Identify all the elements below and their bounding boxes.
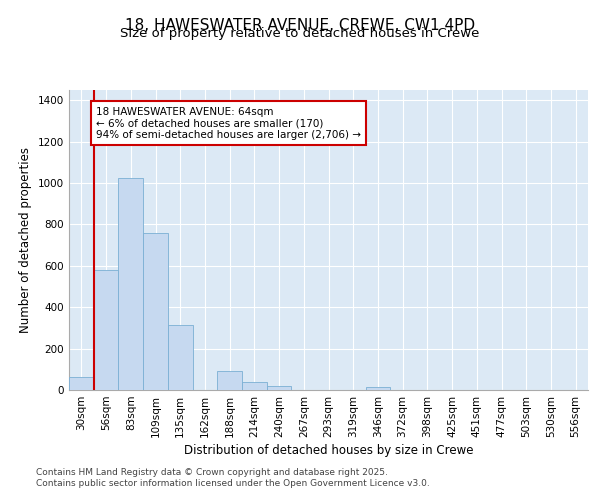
Y-axis label: Number of detached properties: Number of detached properties — [19, 147, 32, 333]
Bar — [365, 387, 390, 390]
Bar — [242, 382, 267, 390]
Text: 18, HAWESWATER AVENUE, CREWE, CW1 4PD: 18, HAWESWATER AVENUE, CREWE, CW1 4PD — [125, 18, 475, 32]
Bar — [267, 386, 292, 390]
Bar — [118, 178, 143, 390]
X-axis label: Distribution of detached houses by size in Crewe: Distribution of detached houses by size … — [184, 444, 473, 457]
Bar — [69, 376, 94, 390]
Text: Contains HM Land Registry data © Crown copyright and database right 2025.
Contai: Contains HM Land Registry data © Crown c… — [36, 468, 430, 487]
Text: Size of property relative to detached houses in Crewe: Size of property relative to detached ho… — [121, 28, 479, 40]
Bar — [217, 372, 242, 390]
Text: 18 HAWESWATER AVENUE: 64sqm
← 6% of detached houses are smaller (170)
94% of sem: 18 HAWESWATER AVENUE: 64sqm ← 6% of deta… — [96, 106, 361, 140]
Bar — [94, 270, 118, 390]
Bar — [168, 325, 193, 390]
Bar — [143, 233, 168, 390]
